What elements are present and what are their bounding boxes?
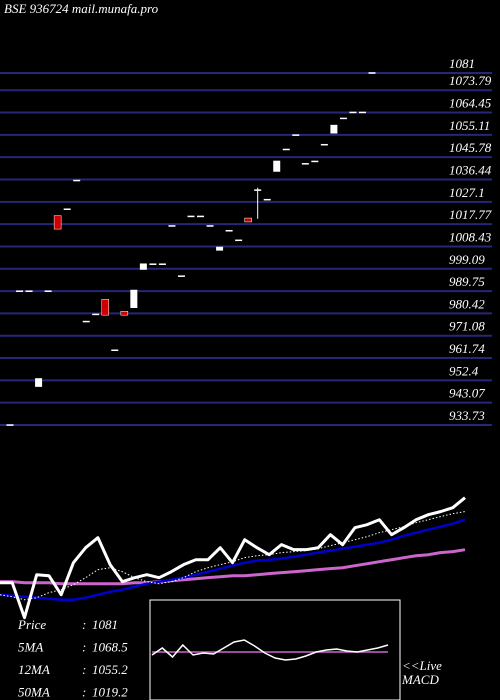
legend-colon: :: [82, 662, 86, 677]
candle-body: [44, 290, 52, 292]
candle-body: [282, 148, 290, 151]
candle-body: [244, 217, 252, 223]
legend-label: 5MA: [18, 639, 43, 654]
y-tick-label: 999.09: [449, 252, 485, 267]
candle-body: [349, 111, 357, 114]
candle-body: [358, 111, 366, 114]
y-tick-label: 1027.1: [449, 185, 485, 200]
candle-body: [292, 134, 300, 136]
candle-body: [35, 378, 43, 387]
candle-body: [73, 179, 81, 182]
ma-line: [0, 496, 466, 620]
candle-body: [187, 215, 195, 218]
macd-box: [149, 599, 401, 700]
candle-body: [92, 313, 100, 316]
candle-body: [301, 163, 309, 165]
y-tick-label: 1073.79: [449, 73, 492, 88]
candle-body: [330, 124, 338, 134]
legend-label: 50MA: [18, 684, 50, 699]
ma-line: [0, 518, 466, 601]
candle-body: [225, 230, 233, 232]
candle-body: [63, 208, 71, 210]
candle-body: [139, 263, 147, 270]
candle-body: [197, 215, 205, 218]
legend-colon: :: [82, 617, 86, 632]
candle-body: [6, 424, 14, 426]
y-tick-label: 980.42: [449, 296, 485, 311]
candle-body: [111, 349, 119, 352]
candle-body: [273, 160, 281, 172]
candle-body: [16, 290, 24, 292]
candle-body: [101, 299, 110, 316]
ma-line: [0, 548, 466, 586]
candle-body: [235, 239, 243, 242]
macd-label: <<Live: [402, 658, 442, 673]
y-tick-label: 961.74: [449, 341, 485, 356]
candle-body: [130, 289, 138, 308]
candle-body: [311, 160, 319, 163]
candle-body: [177, 275, 185, 277]
candle-body: [206, 225, 214, 227]
candle-body: [339, 117, 347, 120]
y-tick-label: 1017.77: [449, 207, 492, 222]
y-tick-label: 1064.45: [449, 96, 492, 111]
candle-body: [216, 246, 224, 251]
y-tick-label: 1008.43: [449, 229, 492, 244]
candle-body: [120, 311, 129, 316]
legend-colon: :: [82, 639, 86, 654]
candle-body: [368, 72, 376, 74]
y-tick-label: 971.08: [449, 319, 485, 334]
legend-label: Price: [17, 617, 46, 632]
legend-value: 1081: [92, 617, 118, 632]
candle-body: [168, 225, 176, 227]
y-tick-label: 1081: [449, 56, 475, 71]
legend-colon: :: [82, 684, 86, 699]
candle-body: [158, 263, 166, 265]
chart-title: BSE 936724 mail.munafa.pro: [4, 1, 159, 16]
legend-value: 1019.2: [92, 684, 128, 699]
candle-body: [25, 290, 33, 292]
candle-body: [82, 320, 90, 323]
candle-body: [320, 143, 328, 146]
candle-body: [263, 198, 271, 201]
y-tick-label: 989.75: [449, 274, 485, 289]
y-tick-label: 943.07: [449, 386, 485, 401]
y-tick-label: 933.73: [449, 408, 485, 423]
macd-line: [151, 639, 389, 661]
candle-body: [53, 215, 62, 230]
candle-body: [149, 263, 157, 265]
y-tick-label: 1036.44: [449, 162, 492, 177]
legend-label: 12MA: [18, 662, 50, 677]
y-tick-label: 1055.11: [449, 118, 490, 133]
y-tick-label: 1045.78: [449, 140, 492, 155]
legend-value: 1068.5: [92, 639, 128, 654]
y-tick-label: 952.4: [449, 363, 479, 378]
legend-value: 1055.2: [92, 662, 128, 677]
candle-body: [254, 189, 262, 191]
macd-label: MACD: [401, 672, 439, 687]
